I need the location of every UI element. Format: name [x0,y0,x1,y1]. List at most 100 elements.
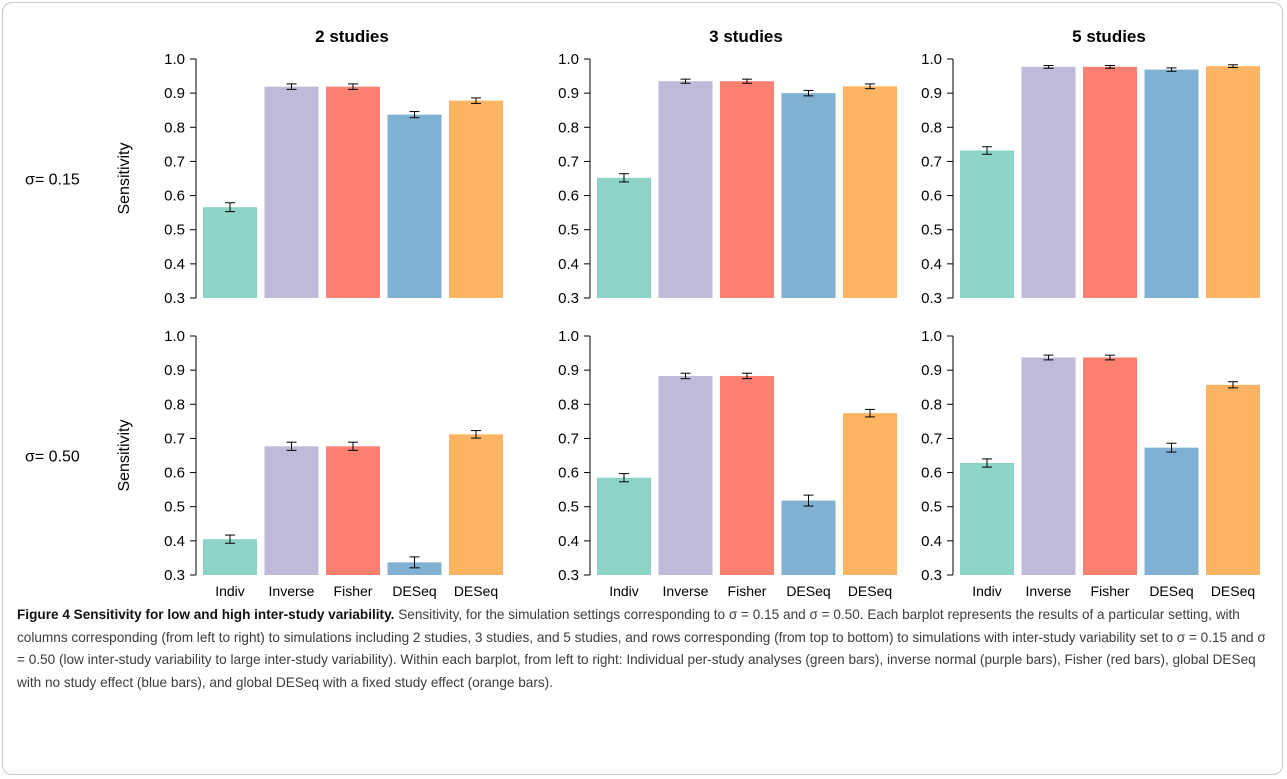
bar [781,500,836,575]
y-tick-label: 0.8 [164,119,185,136]
bar [1206,384,1260,575]
y-tick-label: 0.5 [921,222,942,239]
bar [720,81,774,298]
x-tick-label: DESeq [1149,583,1193,599]
bar [658,81,713,298]
caption-text: Sensitivity, for the simulation settings… [17,607,1266,690]
bar [597,177,651,298]
bar [387,114,442,298]
y-tick-label: 0.5 [558,222,579,239]
x-tick-label: Fisher [1091,583,1130,599]
y-tick-label: 0.5 [921,499,942,516]
y-tick-label: 0.6 [164,188,185,205]
row-label: σ= 0.15 [25,172,80,189]
y-tick-label: 0.3 [921,290,942,307]
y-tick-label: 0.9 [164,85,185,102]
bar [960,150,1014,298]
y-tick-label: 0.8 [921,396,942,413]
y-tick-label: 0.8 [558,396,579,413]
y-tick-label: 0.4 [558,256,579,273]
bar [449,434,503,575]
y-tick-label: 0.3 [558,567,579,584]
y-tick-label: 0.7 [921,153,942,170]
y-tick-label: 0.5 [558,499,579,516]
y-tick-label: 1.0 [558,328,579,345]
y-tick-label: 0.9 [921,85,942,102]
y-axis-label: Sensitivity [116,142,133,214]
x-tick-label: Fisher [334,583,373,599]
bar [720,375,774,575]
panel-title: 2 studies [315,27,389,46]
y-tick-label: 0.8 [164,396,185,413]
bar [1144,447,1199,575]
y-tick-label: 0.4 [558,533,579,550]
bar [960,463,1014,575]
barplot-grid: 2 studies 3 studies 5 studies σ= 0.15 Sensit… [25,27,1260,599]
y-tick-label: 0.6 [558,188,579,205]
y-tick-label: 0.8 [558,119,579,136]
x-tick-label: DESeq [1211,583,1255,599]
x-tick-label: Inverse [1026,583,1072,599]
y-tick-label: 0.4 [921,533,942,550]
y-tick-label: 0.9 [558,362,579,379]
bar [1206,66,1260,298]
y-tick-label: 1.0 [921,51,942,68]
y-tick-label: 0.9 [921,362,942,379]
x-tick-label: DESeq [786,583,830,599]
y-tick-label: 0.5 [164,499,185,516]
y-tick-label: 0.4 [164,256,185,273]
y-tick-label: 0.6 [921,465,942,482]
y-tick-label: 0.4 [164,533,185,550]
y-tick-label: 0.9 [164,362,185,379]
y-axis-label: Sensitivity [116,419,133,491]
bar [264,446,319,575]
bar [449,100,503,298]
y-tick-label: 0.3 [164,567,185,584]
y-tick-label: 0.7 [558,430,579,447]
bar [843,413,897,575]
y-tick-label: 1.0 [558,51,579,68]
y-tick-label: 0.7 [558,153,579,170]
x-tick-label: Fisher [728,583,767,599]
bar [1083,357,1137,575]
x-tick-label: Indiv [215,583,245,599]
bar [203,207,257,298]
bar [326,86,380,298]
bar [843,86,897,298]
bar [597,477,651,575]
panel-title: 3 studies [709,27,783,46]
y-tick-label: 0.3 [164,290,185,307]
y-tick-label: 0.7 [164,430,185,447]
bar [1021,66,1076,298]
y-tick-label: 0.4 [921,256,942,273]
row-label: σ= 0.50 [25,449,80,466]
x-tick-label: Indiv [972,583,1002,599]
figure-caption: Figure 4 Sensitivity for low and high in… [17,604,1275,694]
y-tick-label: 0.7 [164,153,185,170]
y-tick-label: 0.8 [921,119,942,136]
x-tick-label: Inverse [269,583,315,599]
bar [1083,66,1137,298]
x-tick-label: DESeq [454,583,498,599]
y-tick-label: 1.0 [164,51,185,68]
bar [326,446,380,575]
panel-title: 5 studies [1072,27,1146,46]
y-tick-label: 1.0 [164,328,185,345]
y-tick-label: 0.9 [558,85,579,102]
y-tick-label: 0.7 [921,430,942,447]
y-tick-label: 0.3 [921,567,942,584]
y-tick-label: 1.0 [921,328,942,345]
y-tick-label: 0.5 [164,222,185,239]
y-tick-label: 0.6 [558,465,579,482]
x-tick-label: Indiv [609,583,639,599]
bar [203,539,257,575]
y-tick-label: 0.6 [921,188,942,205]
y-tick-label: 0.6 [164,465,185,482]
bar [658,375,713,575]
bar [1144,69,1199,298]
x-tick-label: Inverse [663,583,709,599]
caption-title: Figure 4 Sensitivity for low and high in… [17,607,395,622]
bar [1021,357,1076,575]
bar [781,93,836,299]
x-tick-label: DESeq [392,583,436,599]
